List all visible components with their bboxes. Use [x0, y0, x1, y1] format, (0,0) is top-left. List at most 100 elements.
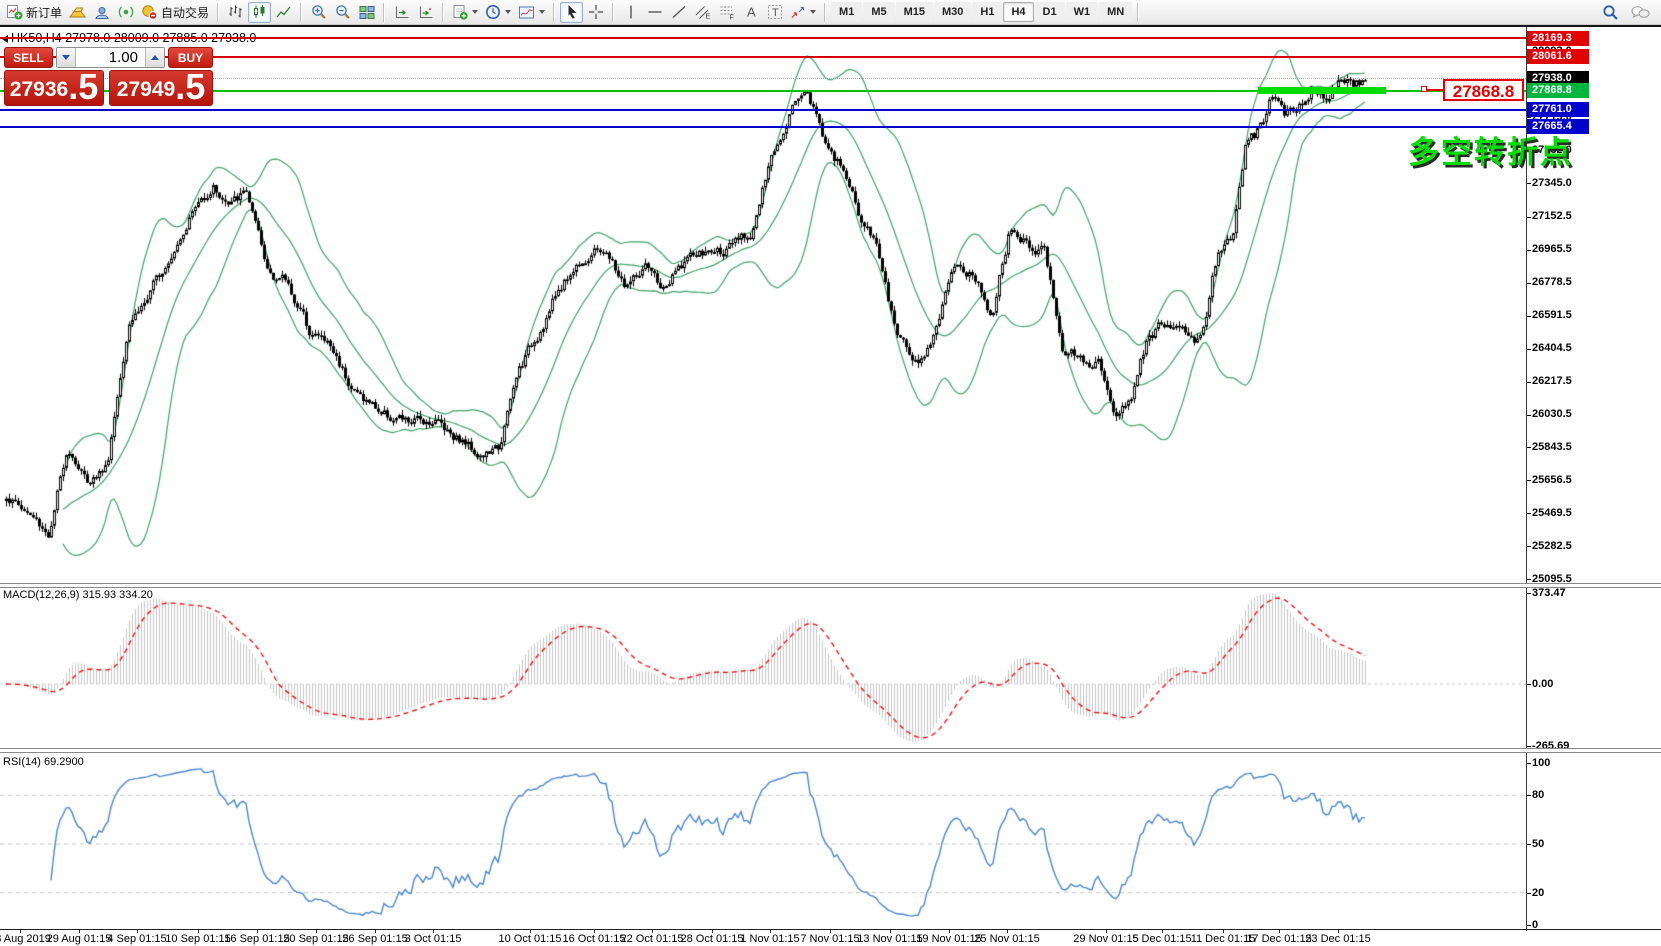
time-axis-tick	[1162, 929, 1163, 933]
community-button[interactable]	[90, 2, 113, 23]
timeframe-h1-button[interactable]: H1	[972, 2, 1003, 22]
time-axis-border	[0, 929, 1661, 930]
periods-button[interactable]	[482, 2, 514, 23]
cursor-button[interactable]	[560, 1, 584, 23]
price-axis-label: 26778.5	[1532, 276, 1572, 289]
price-level-line-28061.6[interactable]	[0, 55, 1526, 58]
tile-windows-button[interactable]	[355, 2, 378, 23]
chart-shift-button[interactable]	[414, 2, 437, 23]
gold-icon-icon	[69, 5, 86, 20]
horizontal-line-button[interactable]	[643, 2, 666, 23]
volume-value[interactable]: 1.00	[108, 49, 138, 66]
zoom-in-button[interactable]	[307, 2, 330, 23]
crosshair-icon	[588, 4, 604, 20]
gold-icon-button[interactable]	[66, 2, 89, 23]
text-label-button[interactable]: T	[763, 2, 786, 23]
fibonacci-button[interactable]: F	[715, 2, 738, 23]
search-icon	[1602, 4, 1619, 21]
timeframe-m15-button[interactable]: M15	[895, 2, 933, 22]
new-order-button[interactable]: 新订单	[3, 2, 65, 23]
sell-price-frac: .5	[68, 66, 99, 107]
time-axis-label: 23 Aug 2019	[0, 933, 51, 945]
rsi-axis-tick	[1526, 925, 1531, 926]
buy-price[interactable]: 27949.5	[109, 69, 213, 106]
crosshair-button[interactable]	[584, 2, 607, 23]
rsi-axis-label: 20	[1532, 886, 1545, 899]
rsi-panel[interactable]	[0, 752, 1526, 929]
price-badge-27665.4: 27665.4	[1527, 119, 1589, 135]
time-axis-label: 29 Nov 01:15	[1073, 933, 1139, 945]
trendline-button[interactable]	[667, 2, 690, 23]
rsi-axis-tick	[1526, 844, 1531, 845]
price-axis-tick	[1526, 282, 1531, 284]
price-axis-tick	[1526, 546, 1531, 548]
toolbar-right-group	[1599, 2, 1653, 23]
timeframe-m5-button[interactable]: M5	[863, 2, 895, 22]
text-button[interactable]: A	[739, 2, 762, 23]
timeframe-h4-button[interactable]: H4	[1003, 2, 1034, 22]
time-axis-tick	[1106, 929, 1107, 933]
auto-trading-button[interactable]: 自动交易	[138, 2, 212, 23]
zoom-out-button[interactable]	[331, 2, 354, 23]
signal-button[interactable]	[114, 2, 137, 23]
time-axis-label: 29 Aug 01:15	[46, 933, 112, 945]
candlestick-chart-button[interactable]	[248, 1, 272, 23]
price-level-line-27938.0[interactable]	[0, 78, 1526, 80]
bar-chart-icon	[228, 4, 243, 20]
time-axis-label: 11 Dec 01:15	[1190, 933, 1256, 945]
buy-button[interactable]: BUY	[168, 47, 213, 68]
vertical-line-button[interactable]	[619, 2, 642, 23]
search-button[interactable]	[1599, 2, 1622, 23]
price-axis-tick	[1526, 348, 1531, 350]
volume-increase-button[interactable]	[145, 48, 164, 67]
svg-text:F: F	[729, 15, 733, 21]
timeframe-m1-button[interactable]: M1	[831, 2, 863, 22]
svg-text:T: T	[772, 7, 779, 19]
time-axis-tick	[1223, 929, 1224, 933]
timeframe-mn-button[interactable]: MN	[1099, 2, 1133, 22]
price-axis-label: 25282.5	[1532, 539, 1572, 552]
bar-chart-button[interactable]	[224, 2, 247, 23]
price-badge-27938.0: 27938.0	[1527, 71, 1589, 87]
equidistant-channel-button[interactable]: E	[691, 2, 714, 23]
templates-button[interactable]	[515, 2, 548, 23]
new-chart-button[interactable]	[449, 2, 481, 23]
sell-button[interactable]: SELL	[4, 47, 53, 68]
line-chart-icon	[276, 5, 291, 20]
price-level-line-27665.4[interactable]	[0, 125, 1526, 128]
line-chart-button[interactable]	[272, 2, 295, 23]
price-axis-label: 26591.5	[1532, 309, 1572, 322]
time-axis-label: 10 Sep 01:15	[165, 933, 231, 945]
tile-windows-icon	[359, 5, 375, 20]
auto-trading-icon	[141, 4, 158, 20]
arrows-button[interactable]	[787, 2, 819, 23]
chat-button[interactable]	[1628, 2, 1653, 23]
time-axis-label: 1 Nov 01:15	[740, 933, 800, 945]
price-chart[interactable]	[0, 25, 1526, 583]
periods-icon	[485, 4, 501, 20]
chart-shift-icon	[418, 5, 434, 20]
macd-panel[interactable]	[0, 586, 1526, 748]
volume-decrease-button[interactable]	[57, 48, 76, 67]
timeframe-m30-button[interactable]: M30	[934, 2, 972, 22]
timeframe-d1-button[interactable]: D1	[1034, 2, 1065, 22]
cursor-icon	[565, 4, 579, 20]
dropdown-caret-icon	[472, 10, 479, 14]
auto-scroll-button[interactable]	[390, 2, 413, 23]
price-level-line-27868.8[interactable]	[0, 89, 1526, 92]
price-badge-28169.3: 28169.3	[1527, 30, 1589, 46]
timeframe-w1-button[interactable]: W1	[1065, 2, 1099, 22]
sell-price[interactable]: 27936.5	[4, 66, 104, 107]
price-axis-tick	[1526, 480, 1531, 482]
price-level-line-27761.0[interactable]	[0, 108, 1526, 111]
trendline-highlight[interactable]	[1258, 87, 1386, 94]
time-axis-tick	[1338, 929, 1339, 933]
new-chart-icon	[452, 4, 468, 20]
macd-axis-label: 373.47	[1532, 586, 1566, 599]
time-axis-tick	[712, 929, 713, 933]
price-level-line-28169.3[interactable]	[0, 37, 1526, 39]
signal-icon	[118, 4, 134, 20]
price-axis-tick	[1526, 249, 1531, 251]
time-axis-tick	[652, 929, 653, 933]
